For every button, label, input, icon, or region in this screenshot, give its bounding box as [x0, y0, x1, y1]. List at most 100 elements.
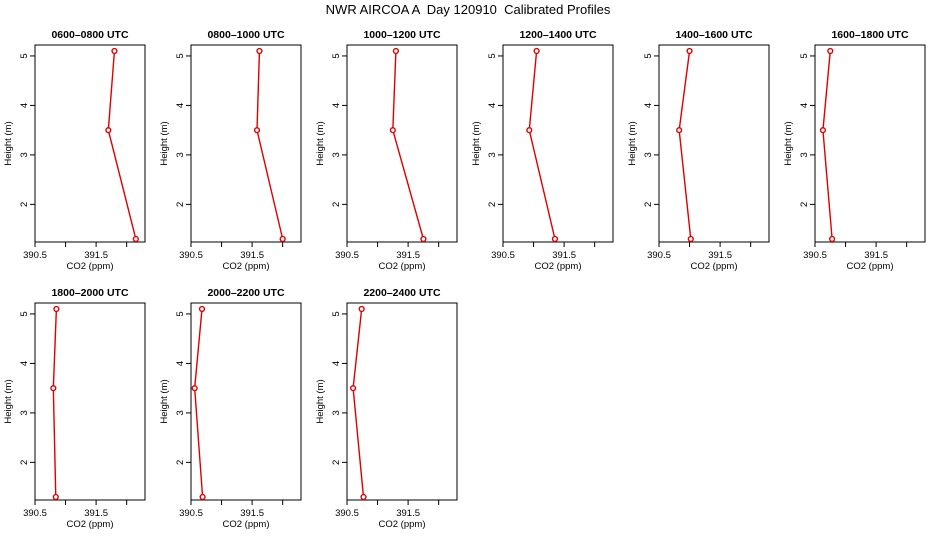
x-tick-label: 391.5 — [552, 250, 576, 261]
data-point — [199, 493, 206, 501]
panel-title: 2200–2400 UTC — [363, 287, 440, 299]
panel-title: 1200–1400 UTC — [519, 29, 596, 41]
x-tick-label: 391.5 — [240, 508, 264, 519]
y-tick-label: 5 — [175, 53, 186, 58]
data-point — [829, 235, 836, 243]
y-tick-label: 3 — [175, 152, 186, 157]
panel-title: 1400–1600 UTC — [675, 29, 752, 41]
plot-frame — [34, 302, 146, 501]
profile-line — [256, 50, 284, 240]
y-tick-label: 3 — [19, 152, 30, 157]
data-point — [198, 305, 206, 313]
data-point — [551, 235, 559, 243]
x-axis-label: CO2 (ppm) — [223, 519, 270, 530]
profile-line — [52, 308, 58, 498]
y-tick-label: 2 — [175, 202, 186, 207]
profile-line — [528, 50, 556, 240]
y-tick-label: 5 — [487, 53, 498, 58]
data-point — [827, 47, 834, 55]
y-tick-label: 4 — [19, 103, 30, 108]
plot-frame — [190, 302, 302, 501]
data-point — [253, 127, 261, 134]
plot-frame — [658, 44, 770, 243]
page-title: NWR AIRCOA A Day 120910 Calibrated Profi… — [325, 2, 611, 17]
x-axis-label: CO2 (ppm) — [67, 261, 114, 272]
data-point — [50, 385, 57, 392]
plot-frame — [190, 44, 302, 243]
y-tick-label: 3 — [799, 152, 810, 157]
panel-title: 0600–0800 UTC — [51, 29, 128, 41]
y-tick-label: 2 — [19, 460, 30, 465]
x-tick-label: 391.5 — [84, 508, 108, 519]
x-tick-label: 391.5 — [708, 250, 732, 261]
x-axis-label: CO2 (ppm) — [379, 261, 426, 272]
y-tick-label: 2 — [331, 460, 342, 465]
y-axis-label: Height (m) — [627, 121, 638, 165]
data-point — [279, 235, 286, 243]
data-point — [389, 127, 396, 134]
data-point — [105, 127, 112, 134]
plot-frame — [346, 44, 458, 243]
y-tick-label: 5 — [643, 53, 654, 58]
x-axis-label: CO2 (ppm) — [67, 519, 114, 530]
data-point — [533, 47, 540, 55]
y-tick-label: 3 — [175, 410, 186, 415]
profile-line — [678, 50, 692, 240]
y-axis-label: Height (m) — [471, 121, 482, 165]
y-tick-label: 4 — [175, 361, 186, 366]
x-axis-label: CO2 (ppm) — [691, 261, 738, 272]
y-tick-label: 5 — [331, 53, 342, 58]
x-axis-label: CO2 (ppm) — [535, 261, 582, 272]
data-point — [687, 235, 694, 243]
y-tick-label: 5 — [331, 311, 342, 316]
x-tick-label: 390.5 — [647, 250, 671, 261]
y-axis-label: Height (m) — [783, 121, 794, 165]
y-tick-label: 4 — [799, 103, 810, 108]
x-axis-label: CO2 (ppm) — [379, 519, 426, 530]
data-point — [676, 127, 683, 134]
x-tick-label: 391.5 — [864, 250, 888, 261]
data-point — [191, 385, 198, 392]
y-tick-label: 2 — [175, 460, 186, 465]
y-tick-label: 5 — [19, 311, 30, 316]
x-tick-label: 390.5 — [23, 250, 47, 261]
profile-line — [822, 50, 833, 240]
panel-title: 1800–2000 UTC — [51, 287, 128, 299]
x-axis-label: CO2 (ppm) — [223, 261, 270, 272]
y-axis-label: Height (m) — [159, 379, 170, 423]
y-axis-label: Height (m) — [3, 379, 14, 423]
profile-line — [193, 308, 204, 498]
data-point — [526, 127, 533, 134]
y-tick-label: 3 — [331, 152, 342, 157]
data-point — [420, 235, 427, 243]
y-tick-label: 2 — [331, 202, 342, 207]
y-tick-label: 2 — [799, 202, 810, 207]
panel-title: 0800–1000 UTC — [207, 29, 284, 41]
x-tick-label: 390.5 — [179, 250, 203, 261]
y-tick-label: 2 — [487, 202, 498, 207]
data-point — [358, 305, 365, 313]
y-tick-label: 2 — [643, 202, 654, 207]
data-point — [819, 127, 827, 134]
profile-line — [352, 308, 365, 498]
data-point — [53, 305, 60, 313]
panel-title: 1600–1800 UTC — [831, 29, 908, 41]
x-tick-label: 390.5 — [335, 250, 359, 261]
x-tick-label: 390.5 — [23, 508, 47, 519]
x-tick-label: 391.5 — [396, 508, 420, 519]
panel-title: 1000–1200 UTC — [363, 29, 440, 41]
y-tick-label: 3 — [643, 152, 654, 157]
x-tick-label: 390.5 — [803, 250, 827, 261]
y-axis-label: Height (m) — [3, 121, 14, 165]
x-tick-label: 391.5 — [396, 250, 420, 261]
y-tick-label: 4 — [175, 103, 186, 108]
y-tick-label: 5 — [799, 53, 810, 58]
x-tick-label: 391.5 — [84, 250, 108, 261]
data-point — [360, 493, 367, 501]
plot-frame — [34, 44, 146, 243]
y-axis-label: Height (m) — [315, 121, 326, 165]
x-tick-label: 391.5 — [240, 250, 264, 261]
y-tick-label: 5 — [19, 53, 30, 58]
profile-line — [107, 50, 137, 240]
data-point — [686, 47, 693, 55]
